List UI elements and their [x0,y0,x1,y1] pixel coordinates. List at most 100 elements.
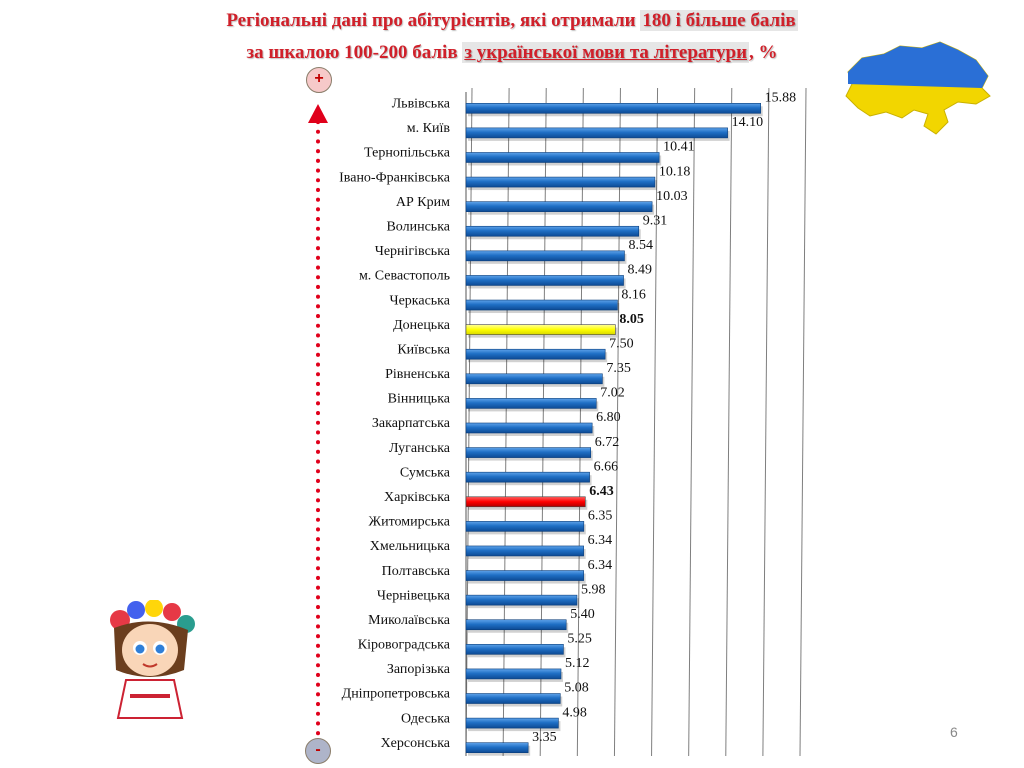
minus-marker: - [305,738,331,764]
bar [465,447,591,458]
plus-marker: + [306,67,332,93]
value-label: 14.10 [732,115,764,130]
category-label: Кіровоградська [358,638,451,653]
page-number: 6 [950,724,958,740]
category-label: Чернівецька [377,588,451,603]
bar [465,102,761,114]
category-label: Івано-Франківська [339,170,451,185]
title-highlight-score: 180 і більше балів [640,10,798,31]
value-label: 10.03 [656,189,688,204]
doll-illustration [110,600,195,719]
value-label: 6.80 [596,410,621,425]
bar [465,422,593,434]
value-label: 6.66 [594,459,619,474]
bar [465,644,564,655]
value-label: 3.35 [532,730,557,745]
category-label: Сумська [400,465,451,480]
bar [465,127,728,139]
bar [465,594,578,606]
category-label: Запорізька [387,662,451,677]
bar [465,398,597,409]
value-label: 5.08 [564,681,589,696]
category-label: Київська [397,342,450,357]
value-label: 10.18 [659,164,691,179]
value-label: 6.35 [588,509,613,524]
category-label: Львівська [392,97,451,112]
bar [465,471,590,483]
grid-line [613,87,621,757]
value-label: 8.54 [628,238,653,253]
category-label: Дніпропетровська [342,687,451,702]
bar [465,348,606,360]
category-label: Волинська [386,219,450,234]
value-label: 7.02 [600,386,625,401]
category-label: Луганська [389,441,451,456]
bar [465,742,529,754]
category-label: Донецька [393,318,451,333]
title-prefix-scale: за шкалою 100-200 балів [246,42,463,63]
grid-line [651,87,659,757]
value-label: 8.49 [628,263,653,278]
value-label: 7.35 [606,361,631,376]
value-label: 15.88 [765,91,797,106]
value-label: 5.40 [570,607,595,622]
value-label: 6.72 [595,435,620,450]
value-label: 8.05 [619,312,644,327]
value-label: 7.50 [609,336,634,351]
bar [465,496,586,508]
arrow-head-icon [308,104,328,123]
category-label: Одеська [401,711,451,726]
category-label: Херсонська [381,736,451,751]
bar [465,545,584,557]
title-suffix: , % [749,42,778,63]
value-label: 5.12 [565,656,590,671]
bar [465,521,585,532]
value-label: 4.98 [562,705,587,720]
value-label: 9.31 [643,213,668,228]
value-label: 8.16 [621,287,646,302]
bar [465,373,603,385]
bar [465,668,562,680]
value-label: 6.34 [588,558,613,573]
category-label: м. Київ [407,121,451,136]
category-label: м. Севастополь [359,269,450,284]
bar [465,250,625,262]
category-label: Чернігівська [375,244,451,259]
category-label: Закарпатська [372,416,451,431]
category-label: АР Крим [396,195,450,210]
category-label: Полтавська [382,564,451,579]
chart-title-line2: за шкалою 100-200 балів з української мо… [0,42,1024,64]
title-highlight-subject: з української мови та літератури [462,42,750,63]
bar [465,324,616,335]
chart-title-line1: Регіональні дані про абітурієнтів, які о… [0,10,1024,32]
value-label: 10.41 [663,140,695,155]
bar [465,717,559,729]
category-label: Миколаївська [368,613,451,628]
bar [465,225,640,237]
labels: Львівська 15.88 м. Київ 14.10 Тернопільська 1… [339,91,796,751]
category-label: Хмельницька [370,539,451,554]
grid-line [762,87,770,757]
bars [465,102,763,756]
category-label: Харківська [384,490,451,505]
category-label: Житомирська [369,515,451,530]
bar [465,570,584,581]
grid-line [576,87,584,757]
category-label: Черкаська [389,293,450,308]
bar [465,619,567,631]
ukraine-map-icon [845,41,991,135]
value-label: 6.34 [588,533,613,548]
grid-line [799,87,807,757]
bar [465,693,561,704]
bar [465,152,660,163]
value-label: 5.25 [567,632,592,647]
grid-line [688,87,696,757]
value-label: 6.43 [589,484,614,499]
category-label: Рівненська [385,367,451,382]
bar [465,201,653,212]
bar [465,176,656,188]
bar [465,275,624,286]
value-label: 5.98 [581,582,606,597]
category-label: Тернопільська [364,146,451,161]
